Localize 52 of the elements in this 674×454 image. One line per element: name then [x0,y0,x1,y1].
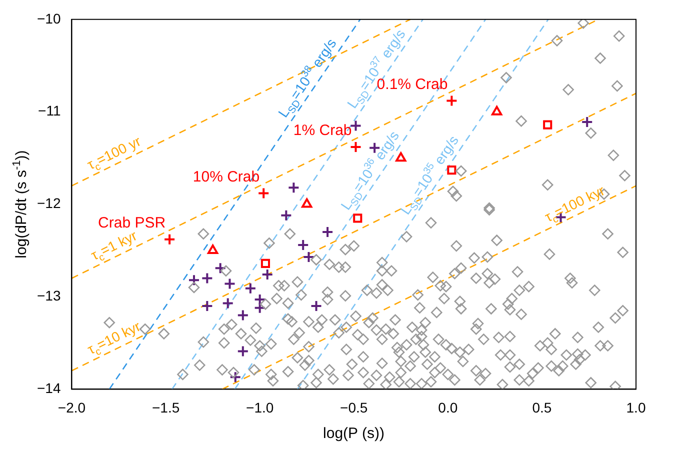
point [280,209,292,222]
point [310,300,322,312]
x-tick-label: −2.0 [58,399,86,416]
x-axis-title: log(P (s)) [323,425,384,442]
x-tick-label: 0.5 [532,399,552,416]
y-tick-label: −14 [37,380,61,396]
point [201,300,214,312]
annotation: 1% Crab [293,122,352,140]
y-axis-title: log(dP/dt (s s-1)) [10,150,30,258]
y-tick-label: −11 [38,102,61,119]
x-tick-label: −1.5 [152,399,180,416]
point [353,214,362,223]
y-tick-label: −12 [37,195,61,212]
point [207,244,218,254]
point [543,120,552,130]
point [302,250,315,263]
point [244,282,256,294]
point [258,187,270,200]
point [229,371,242,384]
point [491,106,502,116]
point [254,302,266,314]
point [188,274,200,286]
x-tick-label: −0.5 [340,399,368,416]
point [297,238,310,251]
y-tick-label: −10 [37,10,61,26]
point [261,268,274,281]
point [350,120,362,132]
annotation: τc=100 yr [84,132,144,174]
point [447,166,456,175]
point [302,198,312,208]
point [224,278,236,290]
annotation: 10% Crab [192,168,260,186]
annotation: τc=100 kyr [542,182,608,226]
point [164,233,176,246]
y-tick-label: −13 [37,288,61,304]
annotation: τc=10 kyr [84,318,144,358]
point [236,345,249,358]
point [446,94,458,107]
point [581,116,594,128]
x-tick-label: −1.0 [246,399,274,416]
point [254,294,266,306]
point [260,258,270,268]
point [288,182,300,194]
point [322,226,334,238]
point [350,140,362,153]
x-tick-label: 0.0 [438,399,458,416]
point [222,297,234,310]
x-tick-label: 1.0 [626,399,646,416]
point [201,272,214,284]
point [236,309,249,322]
annotation: 0.1% Crab [376,76,448,93]
point [214,262,226,274]
